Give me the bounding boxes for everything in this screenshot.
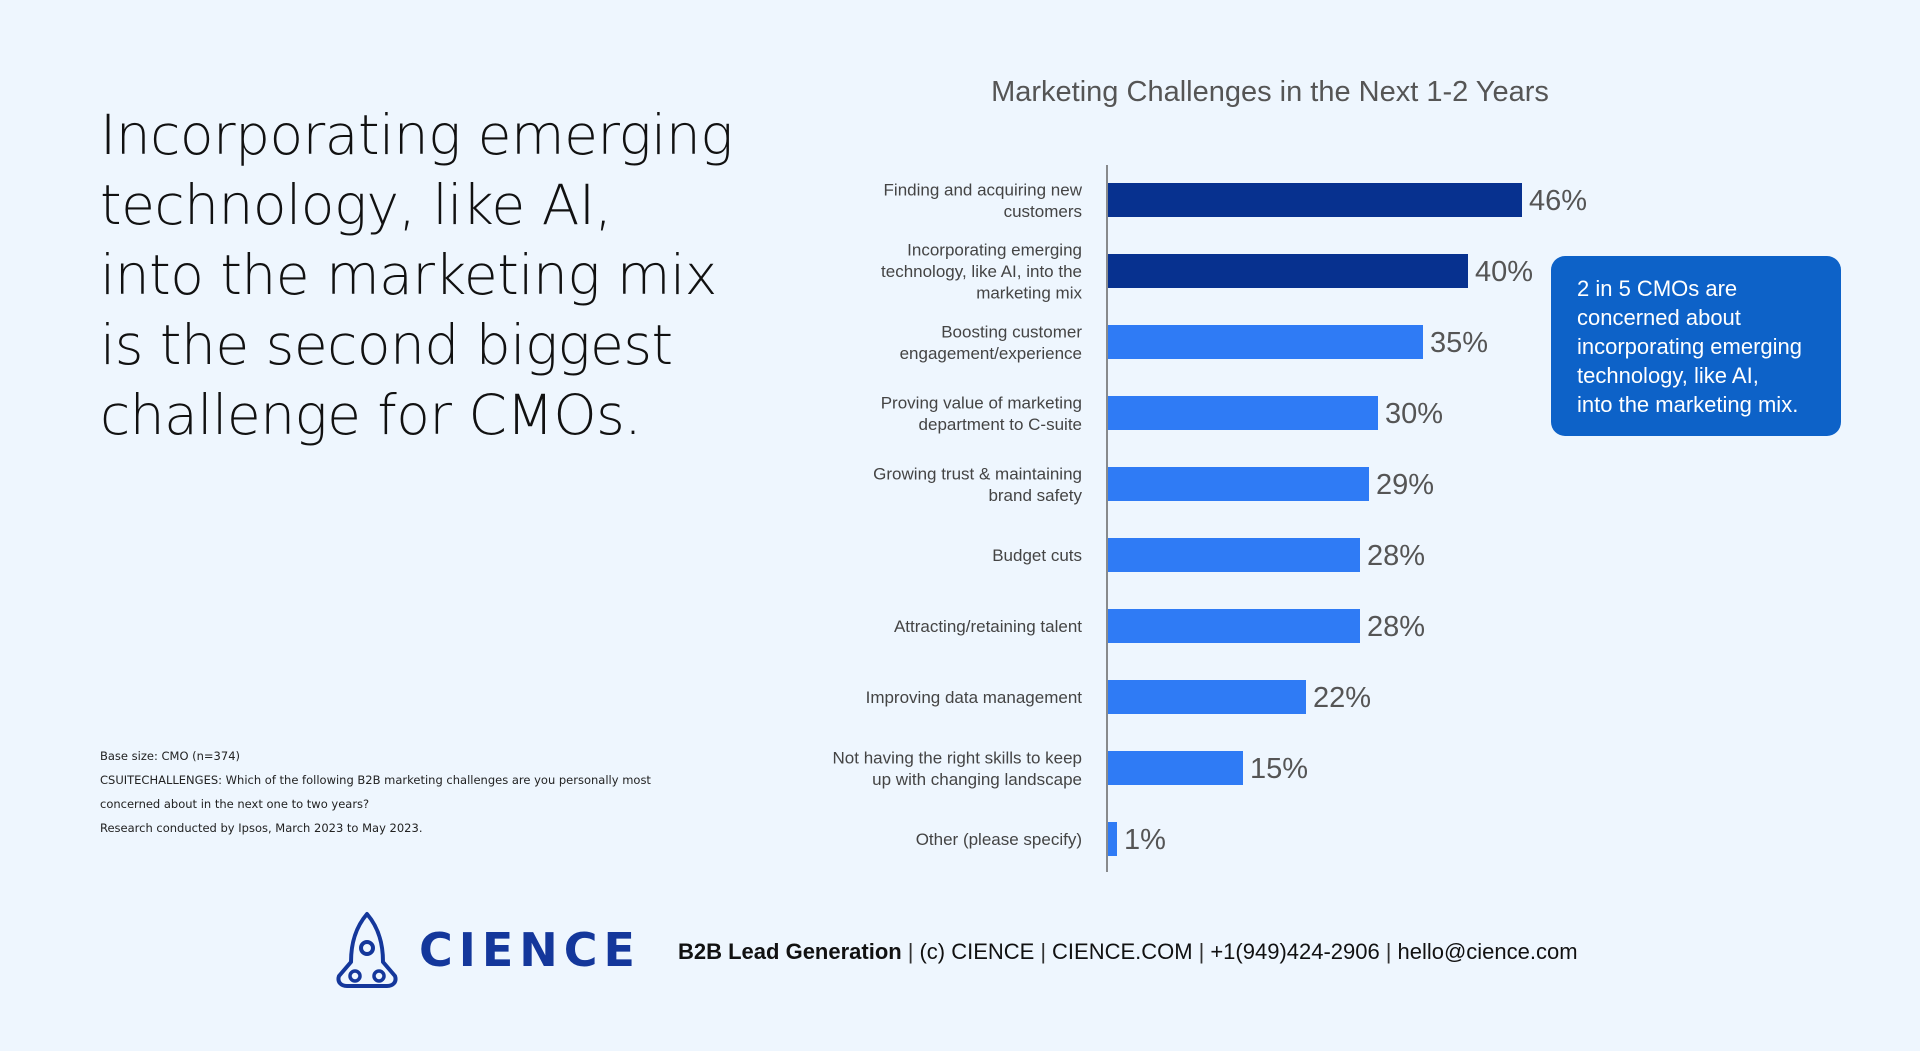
bar (1108, 254, 1468, 288)
bar (1108, 183, 1522, 217)
note-question: CSUITECHALLENGES: Which of the following… (100, 773, 651, 787)
chart-title: Marketing Challenges in the Next 1-2 Yea… (991, 76, 1549, 108)
bar (1108, 467, 1369, 501)
category-label: Attracting/retaining talent (894, 617, 1082, 636)
bar (1108, 609, 1360, 643)
logo-wordmark: CIENCE (419, 923, 641, 977)
data-label: 46% (1529, 185, 1587, 217)
headline: Incorporating emerging technology, like … (100, 103, 733, 447)
data-label: 35% (1430, 327, 1488, 359)
footnotes: Base size: CMO (n=374) CSUITECHALLENGES:… (100, 744, 651, 840)
bar (1108, 396, 1378, 430)
footer-contact: B2B Lead Generation | (c) CIENCE | CIENCE.CO… (678, 939, 1578, 964)
category-label: Growing trust & maintaining brand safety (873, 464, 1082, 505)
data-label: 15% (1250, 753, 1308, 785)
category-label: Other (please specify) (916, 830, 1082, 849)
note-research: Research conducted by Ipsos, March 2023 … (100, 821, 423, 835)
bar (1108, 325, 1423, 359)
data-label: 30% (1385, 398, 1443, 430)
category-label: Finding and acquiring new customers (884, 180, 1083, 221)
note-base-size: Base size: CMO (n=374) (100, 749, 240, 763)
data-label: 28% (1367, 611, 1425, 643)
data-label: 1% (1124, 824, 1166, 856)
footer-copyright: (c) CIENCE (919, 939, 1035, 964)
category-label: Not having the right skills to keep up wi… (833, 748, 1082, 789)
data-label: 22% (1313, 682, 1371, 714)
bar (1108, 680, 1306, 714)
callout-box: 2 in 5 CMOs are concerned about incorpor… (1551, 256, 1841, 436)
footer-phone[interactable]: +1(949)424-2906 (1210, 939, 1380, 964)
footer-email[interactable]: hello@cience.com (1397, 939, 1578, 964)
bar (1108, 538, 1360, 572)
category-label: Budget cuts (992, 546, 1082, 565)
cience-logo: CIENCE (333, 910, 641, 990)
rocket-icon (336, 912, 398, 988)
data-label: 28% (1367, 540, 1425, 572)
bar (1108, 822, 1117, 856)
footer-website[interactable]: CIENCE.COM (1052, 939, 1193, 964)
footer-tagline: B2B Lead Generation (678, 939, 902, 964)
bar (1108, 751, 1243, 785)
data-label: 29% (1376, 469, 1434, 501)
category-label: Boosting customer engagement/experience (900, 322, 1083, 363)
category-label: Incorporating emerging technology, like A… (881, 241, 1082, 303)
category-label: Improving data management (866, 688, 1083, 707)
category-label: Proving value of marketing department to … (881, 393, 1082, 434)
note-question-cont: concerned about in the next one to two y… (100, 797, 370, 811)
data-label: 40% (1475, 256, 1533, 288)
